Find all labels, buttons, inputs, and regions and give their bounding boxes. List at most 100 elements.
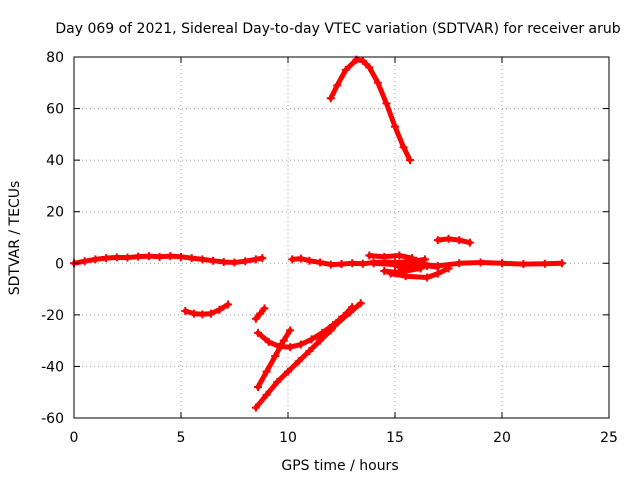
data-point xyxy=(296,340,305,349)
data-point xyxy=(395,263,404,272)
data-point xyxy=(476,258,485,267)
data-point xyxy=(465,238,474,247)
data-point xyxy=(258,254,267,263)
data-point xyxy=(382,99,391,108)
data-point xyxy=(241,257,250,266)
data-point xyxy=(326,260,335,269)
x-tick-label: 15 xyxy=(386,430,404,446)
data-point xyxy=(284,367,292,376)
data-point xyxy=(206,309,215,318)
data-point xyxy=(316,334,325,343)
data-point xyxy=(254,383,263,392)
data-point xyxy=(166,252,175,261)
data-point xyxy=(557,259,566,268)
data-point xyxy=(307,335,316,344)
data-point xyxy=(264,337,273,346)
series-arc-8 xyxy=(328,57,413,163)
y-tick-label: 40 xyxy=(46,153,64,169)
data-point xyxy=(198,255,207,264)
data-point xyxy=(395,251,404,260)
data-point xyxy=(134,252,143,261)
grid-lines xyxy=(74,57,609,418)
data-point xyxy=(401,272,410,281)
data-point xyxy=(420,255,429,264)
y-tick-label: 0 xyxy=(55,256,64,272)
chart-title: Day 069 of 2021, Sidereal Day-to-day VTE… xyxy=(55,21,620,37)
data-point xyxy=(198,310,207,319)
data-point xyxy=(288,255,297,264)
data-point xyxy=(380,252,389,261)
y-axis-label: SDTVAR / TECUs xyxy=(7,181,23,296)
data-point xyxy=(80,257,89,266)
data-point xyxy=(262,367,271,376)
data-point xyxy=(286,343,295,352)
data-point xyxy=(251,403,260,412)
y-tick-label: 20 xyxy=(46,205,64,221)
y-tick-label: -40 xyxy=(41,359,64,375)
data-point xyxy=(262,390,271,399)
data-point xyxy=(331,321,340,330)
x-tick-label: 0 xyxy=(70,430,79,446)
data-point xyxy=(305,256,314,265)
axis-ticks: 0 5 10 15 20 25 -60 -40 -20 0 20 40 60 80 xyxy=(41,50,618,446)
data-point xyxy=(271,352,280,361)
x-tick-label: 5 xyxy=(177,430,186,446)
data-point xyxy=(155,252,164,261)
data-point xyxy=(273,377,282,386)
data-point xyxy=(365,251,374,260)
data-point xyxy=(296,254,305,263)
data-point xyxy=(181,306,190,315)
data-point xyxy=(391,122,399,131)
data-point xyxy=(348,259,357,268)
series-arc-7 xyxy=(435,236,473,246)
series-arc-3 xyxy=(371,260,565,269)
data-point xyxy=(187,254,196,263)
series-arc-6 xyxy=(396,263,441,270)
data-point xyxy=(123,253,132,262)
data-point xyxy=(305,346,314,355)
data-series xyxy=(70,55,566,412)
data-point xyxy=(251,314,260,323)
data-point xyxy=(358,56,367,65)
data-point xyxy=(373,78,382,87)
data-point xyxy=(209,256,218,265)
data-point xyxy=(408,254,417,263)
data-point xyxy=(337,260,346,269)
data-point xyxy=(177,252,185,261)
data-point xyxy=(341,65,350,74)
data-point xyxy=(254,328,263,337)
data-point xyxy=(405,156,414,165)
data-point xyxy=(279,336,288,345)
data-point xyxy=(215,305,224,314)
data-point xyxy=(189,309,198,318)
data-point xyxy=(399,143,408,152)
data-point xyxy=(144,252,153,261)
data-point xyxy=(519,260,528,269)
data-point xyxy=(358,259,367,268)
data-point xyxy=(316,258,325,267)
x-tick-label: 20 xyxy=(493,430,511,446)
data-point xyxy=(256,309,265,318)
data-point xyxy=(219,257,228,266)
data-point xyxy=(365,63,374,72)
plot-frame xyxy=(73,56,610,419)
data-point xyxy=(224,300,233,309)
x-tick-label: 10 xyxy=(279,430,297,446)
data-point xyxy=(346,308,355,317)
data-point xyxy=(380,267,389,276)
data-point xyxy=(408,263,417,272)
y-tick-label: 80 xyxy=(46,50,64,66)
data-point xyxy=(455,259,464,268)
data-point xyxy=(444,264,453,273)
y-tick-label: -20 xyxy=(41,308,64,324)
data-point xyxy=(326,94,335,103)
data-point xyxy=(444,234,453,243)
data-point xyxy=(391,260,399,269)
data-point xyxy=(230,258,239,267)
data-point xyxy=(423,273,432,282)
data-point xyxy=(112,253,121,262)
data-point xyxy=(369,259,378,268)
x-axis-label: GPS time / hours xyxy=(281,458,398,474)
data-point xyxy=(540,259,549,268)
